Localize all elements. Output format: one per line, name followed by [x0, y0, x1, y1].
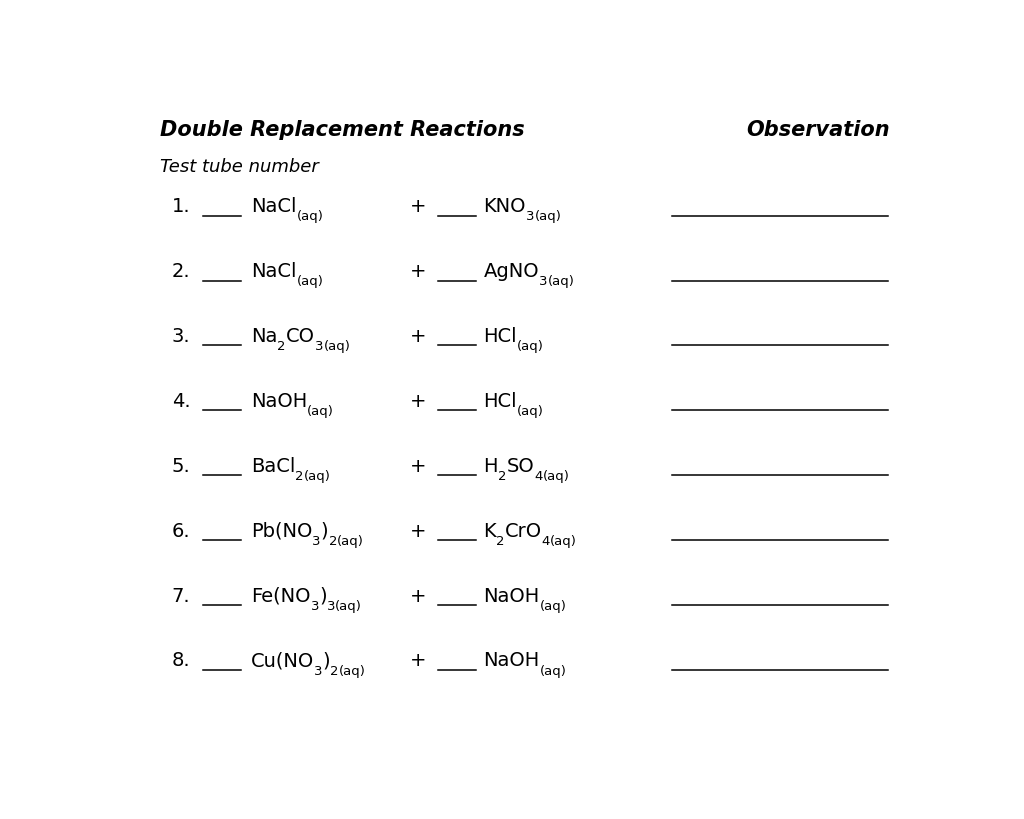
Text: 4.: 4. [172, 391, 190, 410]
Text: 3.: 3. [172, 327, 190, 346]
Text: SO: SO [507, 457, 535, 476]
Text: NaCl: NaCl [251, 197, 297, 215]
Text: 5.: 5. [172, 457, 190, 476]
Text: +: + [410, 327, 426, 346]
Text: (aq): (aq) [339, 665, 366, 677]
Text: Na: Na [251, 327, 278, 346]
Text: AgNO: AgNO [483, 262, 540, 281]
Text: +: + [410, 457, 426, 476]
Text: BaCl: BaCl [251, 457, 295, 476]
Text: HCl: HCl [483, 327, 517, 346]
Text: NaOH: NaOH [251, 391, 307, 410]
Text: 1.: 1. [172, 197, 190, 215]
Text: +: + [410, 262, 426, 281]
Text: (aq): (aq) [307, 405, 334, 418]
Text: ): ) [321, 522, 329, 541]
Text: 2: 2 [497, 535, 505, 548]
Text: 3: 3 [314, 665, 323, 677]
Text: (aq): (aq) [548, 275, 574, 288]
Text: 2: 2 [329, 535, 337, 548]
Text: ): ) [319, 586, 327, 605]
Text: HCl: HCl [483, 391, 517, 410]
Text: +: + [410, 197, 426, 215]
Text: 6.: 6. [172, 522, 190, 541]
Text: CrO: CrO [505, 522, 542, 541]
Text: Double Replacement Reactions: Double Replacement Reactions [160, 120, 524, 140]
Text: (aq): (aq) [324, 340, 350, 353]
Text: ): ) [323, 651, 331, 671]
Text: Test tube number: Test tube number [160, 158, 318, 176]
Text: CO: CO [286, 327, 315, 346]
Text: 3: 3 [315, 340, 324, 353]
Text: (aq): (aq) [335, 600, 362, 613]
Text: 2: 2 [278, 340, 286, 353]
Text: (aq): (aq) [337, 535, 364, 548]
Text: Fe(NO: Fe(NO [251, 586, 310, 605]
Text: +: + [410, 586, 426, 605]
Text: 2: 2 [295, 470, 304, 483]
Text: NaCl: NaCl [251, 262, 297, 281]
Text: (aq): (aq) [543, 470, 569, 483]
Text: 2: 2 [331, 665, 339, 677]
Text: Cu(NO: Cu(NO [251, 651, 314, 671]
Text: 3: 3 [526, 210, 535, 223]
Text: (aq): (aq) [517, 340, 544, 353]
Text: (aq): (aq) [540, 665, 566, 677]
Text: +: + [410, 651, 426, 671]
Text: Observation: Observation [746, 120, 890, 140]
Text: 4: 4 [535, 470, 543, 483]
Text: 3: 3 [540, 275, 548, 288]
Text: (aq): (aq) [540, 600, 566, 613]
Text: NaOH: NaOH [483, 651, 540, 671]
Text: 2.: 2. [172, 262, 190, 281]
Text: NaOH: NaOH [483, 586, 540, 605]
Text: (aq): (aq) [297, 210, 324, 223]
Text: (aq): (aq) [304, 470, 331, 483]
Text: Pb(NO: Pb(NO [251, 522, 312, 541]
Text: (aq): (aq) [517, 405, 544, 418]
Text: 3: 3 [310, 600, 319, 613]
Text: (aq): (aq) [535, 210, 561, 223]
Text: KNO: KNO [483, 197, 526, 215]
Text: +: + [410, 391, 426, 410]
Text: 4: 4 [542, 535, 550, 548]
Text: (aq): (aq) [550, 535, 578, 548]
Text: 3: 3 [327, 600, 335, 613]
Text: H: H [483, 457, 498, 476]
Text: +: + [410, 522, 426, 541]
Text: (aq): (aq) [297, 275, 324, 288]
Text: 8.: 8. [172, 651, 190, 671]
Text: 3: 3 [312, 535, 321, 548]
Text: 7.: 7. [172, 586, 190, 605]
Text: K: K [483, 522, 497, 541]
Text: 2: 2 [498, 470, 507, 483]
